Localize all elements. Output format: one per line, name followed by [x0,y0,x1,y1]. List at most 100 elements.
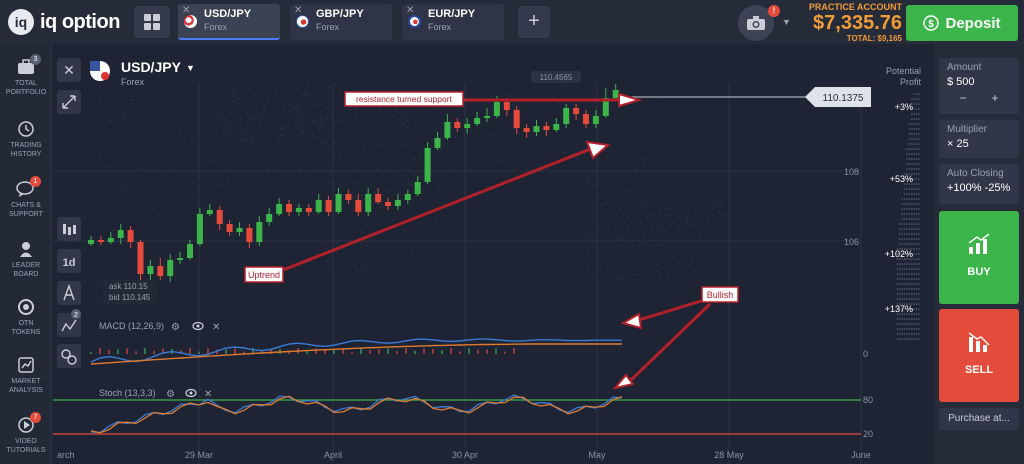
map-dot [283,107,286,110]
profit-level-label: +102% [885,249,913,259]
map-dot [302,132,304,134]
amount-increase-button[interactable]: + [991,91,999,105]
templates-button[interactable] [57,344,81,368]
map-dot [240,129,243,132]
map-dot [317,129,320,132]
sidebar-item-portfolio[interactable]: 3 TOTAL PORTFOLIO [0,54,52,97]
profit-scale-dot [918,338,920,340]
map-dot [590,273,593,276]
tab-gbp-jpy[interactable]: ✕ GBP/JPY Forex [290,4,392,40]
amount-decrease-button[interactable]: − [959,91,967,105]
auto-closing-box[interactable]: Auto Closing +100% -25% [939,164,1019,204]
ask-bid-box: ask 110.15 bid 110.145 [103,280,157,304]
map-dot [721,205,724,208]
profit-scale-dot [911,293,913,295]
map-dot [366,154,368,157]
map-dot [276,121,279,124]
timeframe-button[interactable]: 1d [57,249,81,273]
eye-icon[interactable] [185,388,197,398]
multiplier-box[interactable]: Multiplier × 25 [939,120,1019,158]
chevron-down-icon[interactable]: ▼ [782,17,791,27]
sidebar-item-otn[interactable]: OTN TOKENS [0,298,52,337]
map-dot [223,94,225,97]
map-dot [178,134,180,137]
profit-scale-dot [903,228,906,230]
sidebar-item-leaderboard[interactable]: LEADER BOARD [0,240,52,279]
add-tab-button[interactable]: + [518,6,550,38]
indicators-button[interactable]: 2 [57,309,81,337]
close-icon[interactable]: ✕ [204,389,212,400]
fullscreen-button[interactable] [57,90,81,114]
profit-scale-dot [913,143,915,145]
profit-scale-dot [903,338,906,340]
map-dot [310,141,313,144]
profit-scale-dot [913,273,915,275]
sidebar-item-history[interactable]: TRADING HISTORY [0,120,52,159]
map-dot [648,255,651,258]
map-dot [275,93,278,96]
account-summary[interactable]: PRACTICE ACCOUNT $7,335.76 TOTAL: $9,165 [792,2,902,43]
profit-scale-dot [906,248,908,250]
eye-icon[interactable] [192,321,204,331]
tab-close-icon[interactable]: ✕ [406,5,415,16]
close-icon[interactable]: ✕ [212,322,220,333]
purchase-at-button[interactable]: Purchase at... [939,408,1019,430]
candle-body [602,98,609,116]
sidebar-item-video[interactable]: 7 VIDEO TUTORIALS [0,412,52,455]
close-chart-button[interactable]: ✕ [57,58,81,82]
map-dot [311,135,314,137]
drawing-tools-button[interactable] [57,281,81,305]
tab-close-icon[interactable]: ✕ [294,5,303,16]
map-dot [301,135,304,138]
macd-bar [477,349,479,354]
macd-zero-label: 0 [863,349,868,359]
logo[interactable]: iq iq option [8,9,120,35]
map-dot [626,228,629,231]
map-dot [564,86,567,88]
candle-body [315,200,322,212]
map-dot [276,96,279,99]
profit-scale-dot [896,333,899,335]
map-dot [493,133,495,136]
map-dot [718,225,720,228]
map-dot [261,94,264,97]
chart-area[interactable]: ✕ USD/JPY ▼ Forex Potential Profit 1d 2 [53,44,933,464]
map-dot [170,141,173,144]
tab-usd-jpy[interactable]: ✕ USD/JPY Forex [178,4,280,40]
sidebar-item-chats[interactable]: 1 CHATS & SUPPORT [0,176,52,219]
profit-scale-dot [911,163,913,165]
map-dot [128,93,131,95]
profit-scale-dot [913,138,915,140]
profit-scale-dot [901,273,903,275]
map-dot [326,117,329,120]
tab-close-icon[interactable]: ✕ [182,5,191,16]
asset-title[interactable]: USD/JPY [121,59,182,75]
profit-scale-dot [913,323,915,325]
chevron-down-icon[interactable]: ▼ [186,63,195,73]
price-chart[interactable]: ✕ USD/JPY ▼ Forex Potential Profit 1d 2 [53,44,933,464]
profit-scale-dot [906,333,908,335]
candle-body [553,124,560,130]
buy-button[interactable]: BUY [939,211,1019,304]
map-dot [445,207,448,210]
assets-grid-button[interactable] [134,6,170,38]
amount-value[interactable]: $ 500 [947,76,975,88]
sidebar-item-market-analysis[interactable]: MARKET ANALYSIS [0,356,52,395]
candle-body [256,222,263,242]
profit-scale-dot [908,123,911,125]
tab-pair: EUR/JPY [428,8,476,20]
tab-eur-jpy[interactable]: ✕ EUR/JPY Forex [402,4,504,40]
gear-icon[interactable]: ⚙ [171,322,180,333]
sell-button[interactable]: SELL [939,309,1019,402]
map-dot [512,192,514,194]
map-dot [325,217,328,220]
map-dot [314,122,317,125]
chart-type-button[interactable] [57,217,81,241]
map-dot [335,108,338,111]
gear-icon[interactable]: ⚙ [166,389,175,400]
amount-box[interactable]: Amount $ 500 − + [939,58,1019,114]
deposit-button[interactable]: $ Deposit [906,5,1018,41]
map-dot [321,142,324,144]
map-dot [663,213,666,216]
map-dot [521,153,524,156]
